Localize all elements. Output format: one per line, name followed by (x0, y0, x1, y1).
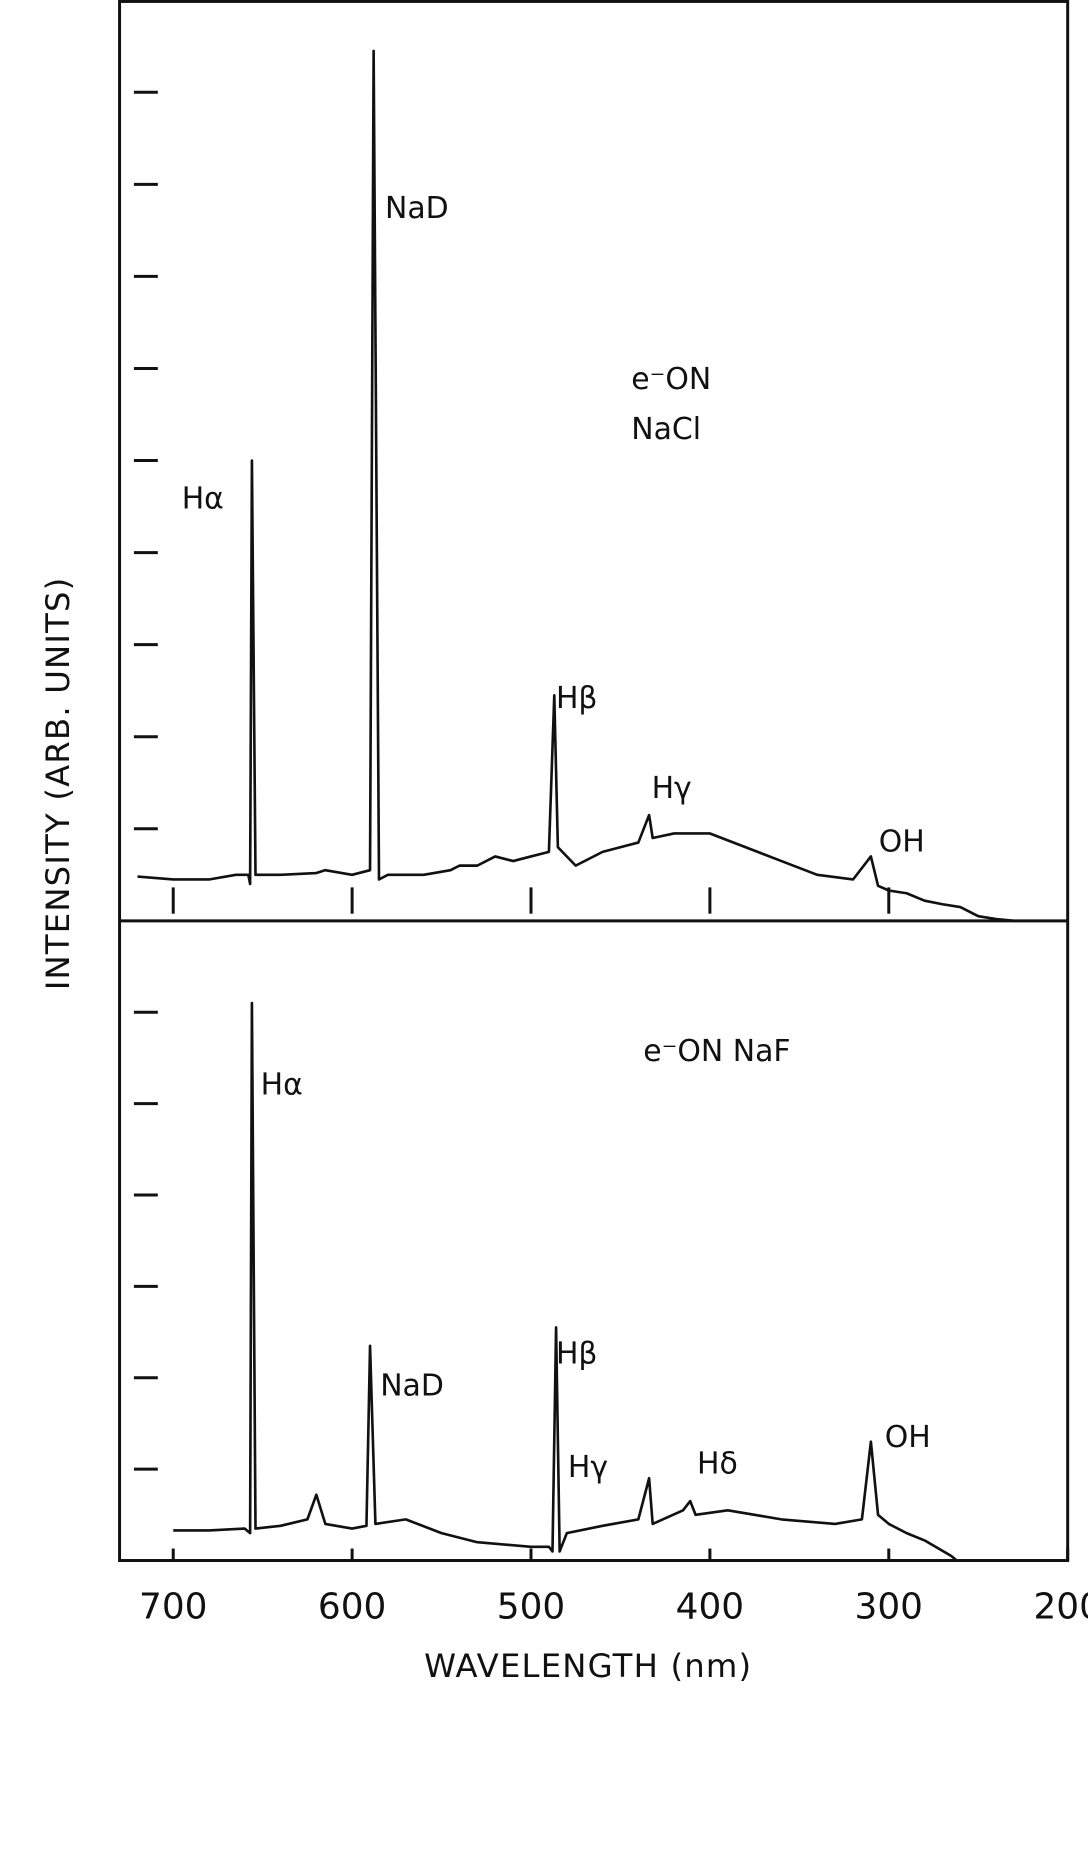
annotation: Hγ (652, 771, 692, 806)
x-axis-label: WAVELENGTH (nm) (424, 1647, 752, 1685)
x-tick-label: 300 (855, 1586, 923, 1627)
annotation: Hβ (556, 1336, 598, 1371)
frame (118, 0, 1070, 1563)
x-tick-label: 200 (1033, 1586, 1088, 1627)
annotation: OH (885, 1420, 931, 1455)
x-tick-label: 600 (318, 1586, 386, 1627)
x-tick-label: 400 (676, 1586, 744, 1627)
spectrum-line (173, 1001, 958, 1562)
annotation: Hγ (568, 1450, 608, 1485)
x-tick-label: 500 (497, 1586, 565, 1627)
annotation: e⁻ON (631, 362, 711, 397)
annotation: OH (879, 825, 925, 860)
annotation: e⁻ON NaF (643, 1034, 790, 1069)
annotation: Hα (182, 482, 224, 517)
annotation: NaD (380, 1369, 444, 1404)
annotation: Hδ (697, 1446, 738, 1481)
y-axis-label: INTENSITY (ARB. UNITS) (39, 577, 77, 991)
x-tick-label: 700 (139, 1586, 207, 1627)
annotation: NaCl (631, 412, 701, 447)
annotation: Hα (261, 1067, 303, 1102)
annotation: Hβ (556, 681, 598, 716)
annotation: NaD (385, 191, 449, 226)
spectrum-line (137, 49, 1068, 923)
